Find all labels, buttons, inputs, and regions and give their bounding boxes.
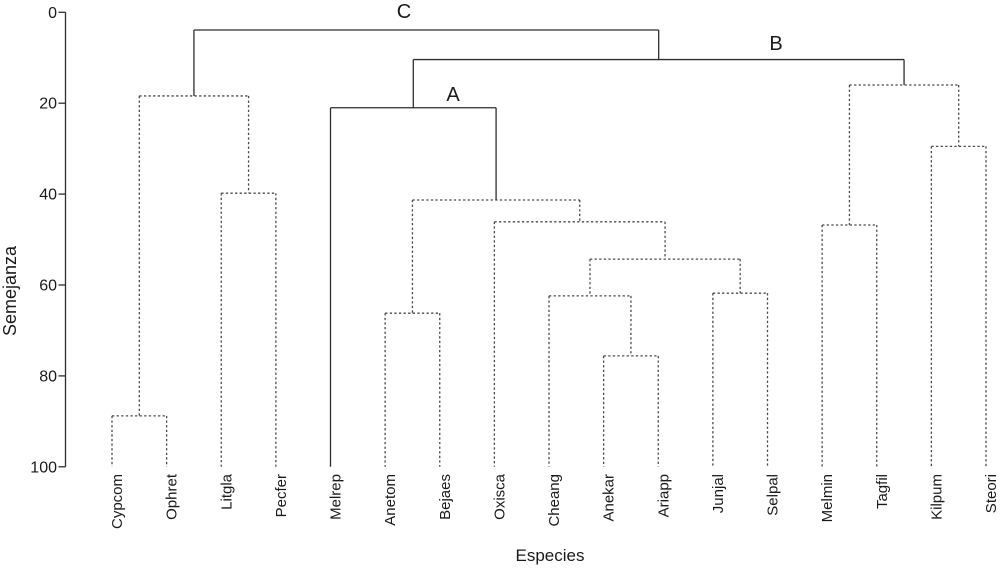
y-tick-label-40: 40 (39, 187, 57, 204)
y-tick-label-80: 80 (39, 368, 57, 385)
leaf-label-cypcom: Cypcom (109, 474, 126, 529)
leaf-label-junjal: Junjal (710, 474, 727, 513)
y-tick-label-0: 0 (48, 5, 57, 22)
leaf-label-cheang: Cheang (546, 474, 563, 527)
cluster-label-a: A (446, 84, 460, 106)
y-axis: 0 20 40 60 80 100 (30, 5, 67, 476)
y-tick-label-60: 60 (39, 278, 57, 295)
leaf-label-ariapp: Ariapp (655, 474, 672, 517)
leaf-label-anekar: Anekar (601, 474, 618, 522)
leaf-label-bejaes: Bejaes (437, 474, 454, 520)
leaf-label-selpal: Selpal (765, 474, 782, 516)
leaf-label-anetom: Anetom (382, 474, 399, 526)
y-tick-label-20: 20 (39, 96, 57, 113)
labels-layer: Cypcom Ophret Litgla Pecfer Melrep Anetom Beja… (109, 1, 1000, 529)
leaf-label-tagfil: Tagfil (874, 474, 891, 509)
y-tick-label-100: 100 (30, 459, 57, 476)
leaf-label-oxisca: Oxisca (491, 473, 508, 520)
leaf-label-melrep: Melrep (328, 474, 345, 520)
leaf-label-kilpum: Kilpum (928, 474, 945, 520)
x-axis-title: Especies (516, 546, 585, 565)
cluster-label-c: C (397, 1, 411, 23)
dendrogram-tree (111, 29, 987, 467)
leaf-label-steori: Steori (983, 474, 1000, 513)
leaf-label-melmin: Melmin (819, 474, 836, 522)
y-axis-title: Semejanza (0, 245, 20, 336)
leaf-label-pecfer: Pecfer (273, 474, 290, 517)
leaf-label-ophret: Ophret (164, 473, 181, 520)
leaf-label-litgla: Litgla (218, 473, 235, 510)
cluster-label-b: B (769, 33, 782, 55)
